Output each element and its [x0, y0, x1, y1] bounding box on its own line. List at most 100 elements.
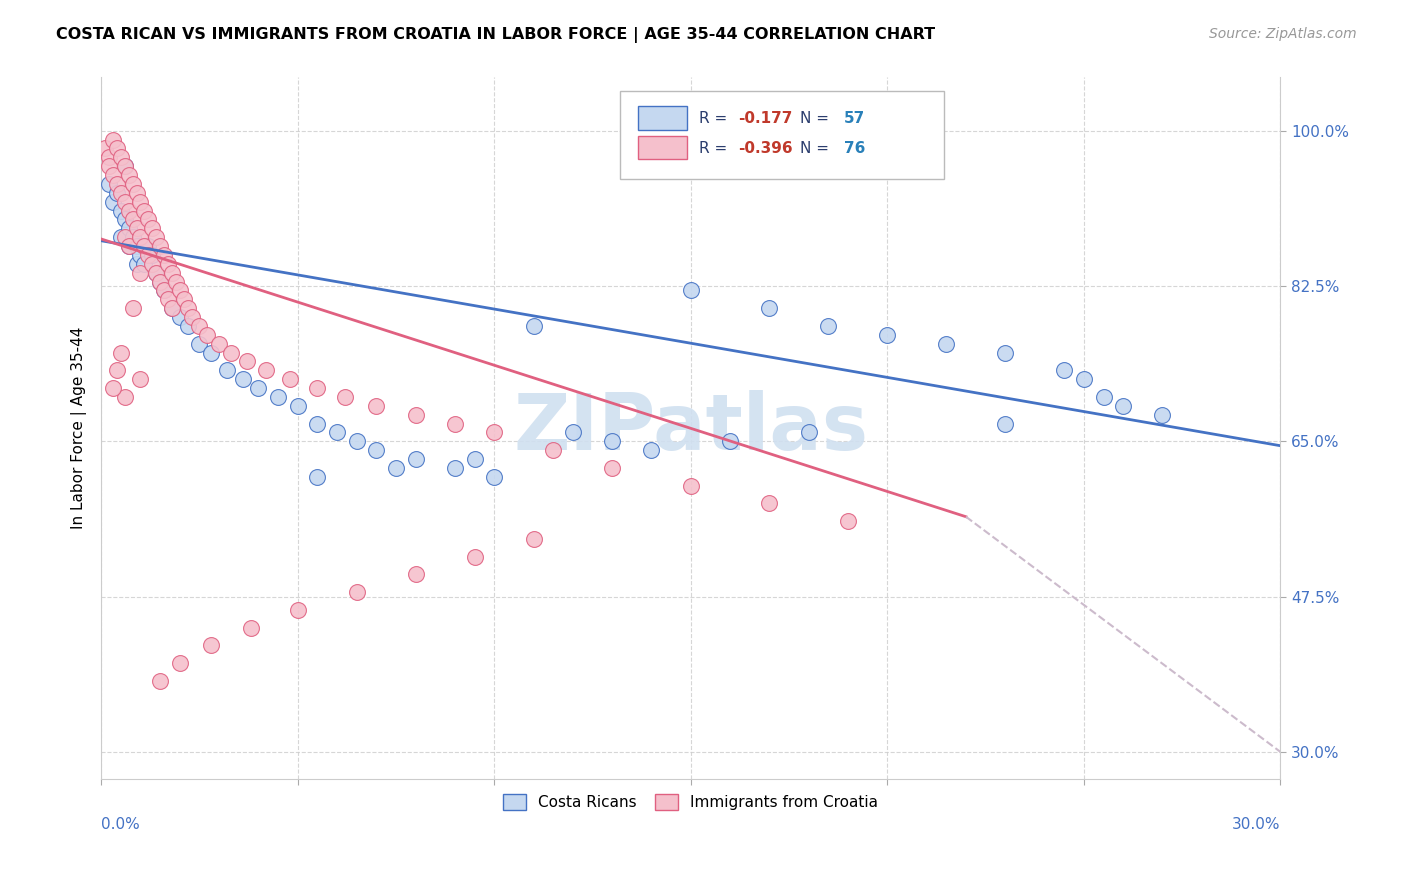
- Point: [101, 132, 124, 146]
- Point: [121, 177, 143, 191]
- Point: [278, 372, 301, 386]
- Point: [110, 186, 132, 200]
- Point: [110, 345, 132, 359]
- Point: [110, 203, 132, 218]
- Point: [141, 257, 163, 271]
- Point: [346, 585, 368, 599]
- Point: [129, 194, 152, 209]
- Point: [718, 434, 741, 449]
- Point: [114, 212, 136, 227]
- Point: [444, 461, 467, 475]
- Point: [541, 443, 564, 458]
- Point: [101, 381, 124, 395]
- Point: [180, 310, 202, 324]
- Point: [307, 381, 329, 395]
- Point: [522, 318, 544, 333]
- Text: COSTA RICAN VS IMMIGRANTS FROM CROATIA IN LABOR FORCE | AGE 35-44 CORRELATION CH: COSTA RICAN VS IMMIGRANTS FROM CROATIA I…: [56, 27, 935, 43]
- Point: [326, 425, 349, 440]
- Point: [114, 230, 136, 244]
- Point: [114, 159, 136, 173]
- Point: [247, 381, 270, 395]
- Point: [994, 345, 1017, 359]
- Point: [141, 221, 163, 235]
- Point: [117, 221, 139, 235]
- Point: [188, 318, 211, 333]
- Point: [101, 168, 124, 182]
- Point: [1092, 390, 1115, 404]
- Text: R =: R =: [699, 141, 733, 156]
- Point: [121, 230, 143, 244]
- Point: [129, 230, 152, 244]
- Point: [110, 230, 132, 244]
- Point: [758, 496, 780, 510]
- Point: [464, 549, 486, 564]
- Point: [110, 150, 132, 164]
- Point: [134, 203, 156, 218]
- Point: [600, 434, 623, 449]
- Point: [169, 310, 191, 324]
- Point: [366, 443, 388, 458]
- Point: [136, 212, 159, 227]
- Point: [125, 257, 148, 271]
- Text: -0.177: -0.177: [738, 111, 793, 126]
- Point: [307, 470, 329, 484]
- Point: [153, 284, 176, 298]
- Point: [117, 239, 139, 253]
- Point: [405, 567, 427, 582]
- Point: [1112, 399, 1135, 413]
- FancyBboxPatch shape: [638, 106, 688, 130]
- Point: [1152, 408, 1174, 422]
- Point: [444, 417, 467, 431]
- Point: [200, 639, 222, 653]
- Point: [640, 443, 662, 458]
- Point: [121, 212, 143, 227]
- Point: [254, 363, 277, 377]
- Point: [129, 266, 152, 280]
- Point: [105, 186, 128, 200]
- Point: [405, 452, 427, 467]
- Point: [195, 327, 218, 342]
- Point: [176, 301, 198, 315]
- Point: [156, 293, 179, 307]
- Point: [600, 461, 623, 475]
- Text: 76: 76: [844, 141, 866, 156]
- Point: [134, 239, 156, 253]
- Point: [679, 478, 702, 492]
- Point: [136, 239, 159, 253]
- Point: [136, 248, 159, 262]
- Point: [105, 141, 128, 155]
- Point: [561, 425, 583, 440]
- Point: [149, 275, 172, 289]
- Point: [149, 673, 172, 688]
- FancyBboxPatch shape: [620, 92, 945, 179]
- Text: ZIPatlas: ZIPatlas: [513, 390, 869, 466]
- Point: [169, 284, 191, 298]
- Point: [176, 318, 198, 333]
- Point: [219, 345, 242, 359]
- Point: [173, 293, 195, 307]
- Point: [169, 656, 191, 670]
- Text: N =: N =: [800, 111, 834, 126]
- Point: [333, 390, 356, 404]
- Point: [160, 301, 183, 315]
- Point: [165, 275, 187, 289]
- Point: [287, 399, 309, 413]
- Point: [98, 159, 121, 173]
- Point: [346, 434, 368, 449]
- Point: [153, 284, 176, 298]
- Point: [797, 425, 820, 440]
- Point: [98, 150, 121, 164]
- Point: [114, 159, 136, 173]
- Point: [307, 417, 329, 431]
- Point: [679, 284, 702, 298]
- Point: [114, 390, 136, 404]
- Point: [235, 354, 257, 368]
- Point: [1053, 363, 1076, 377]
- Point: [188, 336, 211, 351]
- Point: [153, 248, 176, 262]
- Point: [405, 408, 427, 422]
- Point: [994, 417, 1017, 431]
- Point: [758, 301, 780, 315]
- Text: 57: 57: [844, 111, 865, 126]
- Point: [149, 239, 172, 253]
